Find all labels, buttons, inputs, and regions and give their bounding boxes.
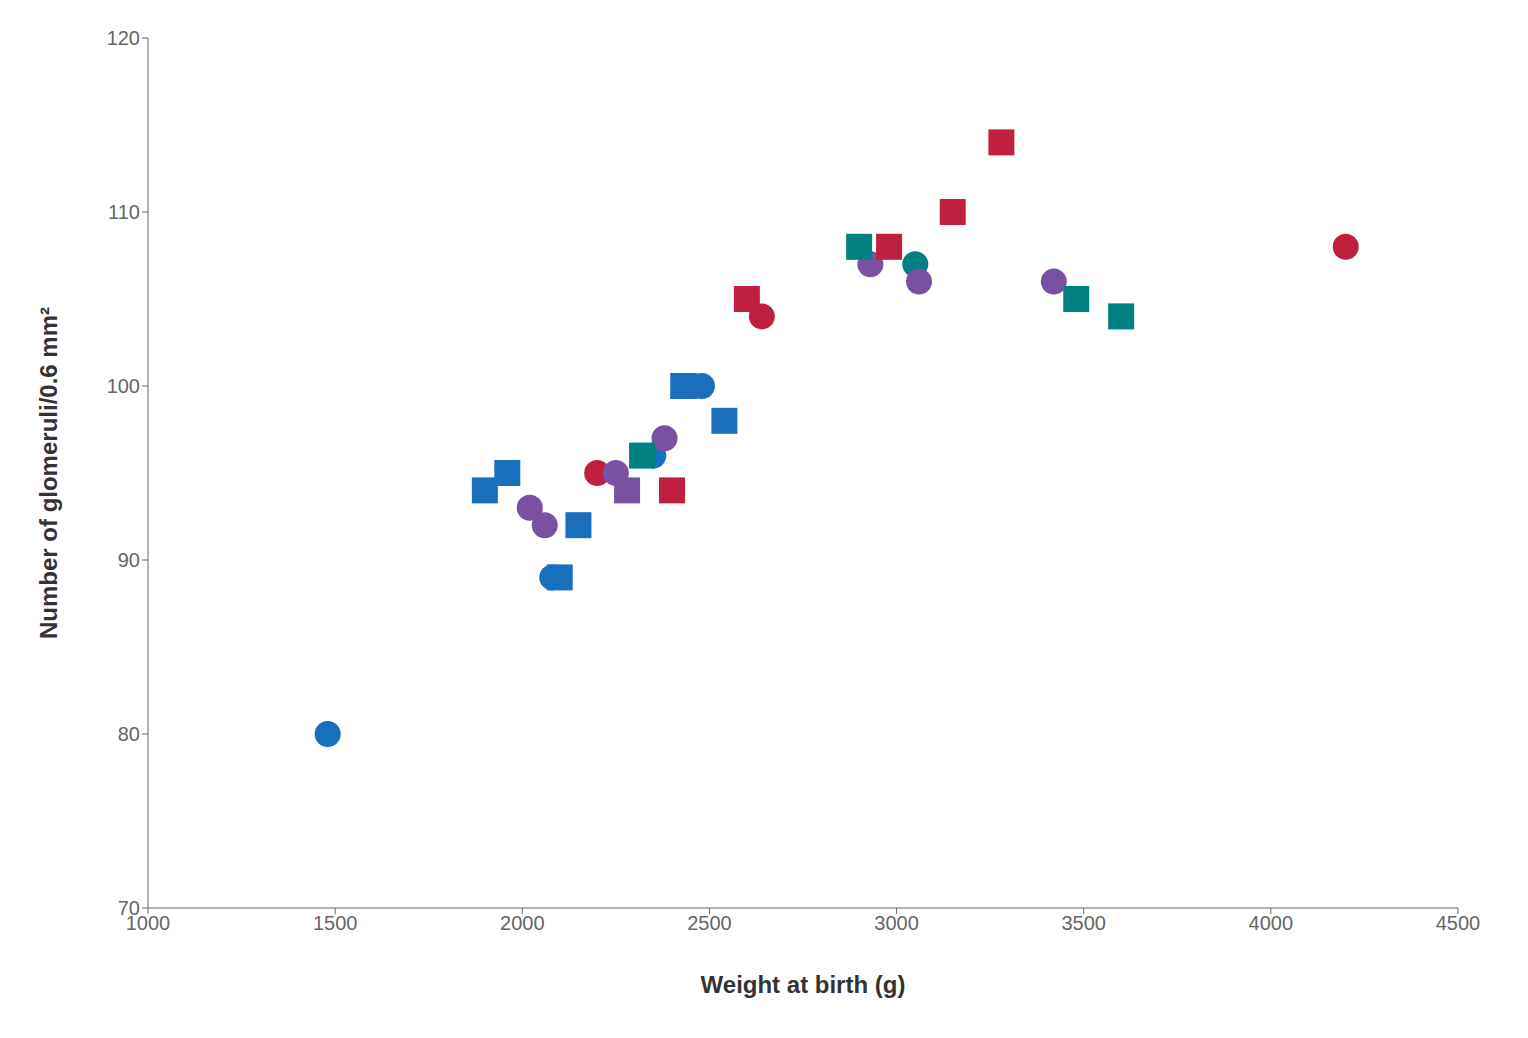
svg-text:2000: 2000 [500, 912, 545, 934]
svg-text:3000: 3000 [874, 912, 919, 934]
svg-text:110: 110 [108, 201, 140, 223]
svg-text:80: 80 [118, 723, 140, 745]
svg-text:70: 70 [118, 897, 140, 919]
svg-text:4000: 4000 [1249, 912, 1294, 934]
svg-text:1500: 1500 [313, 912, 358, 934]
svg-text:2500: 2500 [687, 912, 732, 934]
svg-text:Weight at birth (g): Weight at birth (g) [701, 971, 906, 998]
svg-text:3500: 3500 [1061, 912, 1106, 934]
svg-text:100: 100 [107, 375, 140, 397]
svg-text:90: 90 [118, 549, 140, 571]
svg-text:4500: 4500 [1436, 912, 1481, 934]
svg-text:120: 120 [107, 27, 140, 49]
svg-text:Number of glomeruli/0.6 mm²: Number of glomeruli/0.6 mm² [35, 307, 62, 639]
svg-text:1000: 1000 [125, 912, 171, 935]
